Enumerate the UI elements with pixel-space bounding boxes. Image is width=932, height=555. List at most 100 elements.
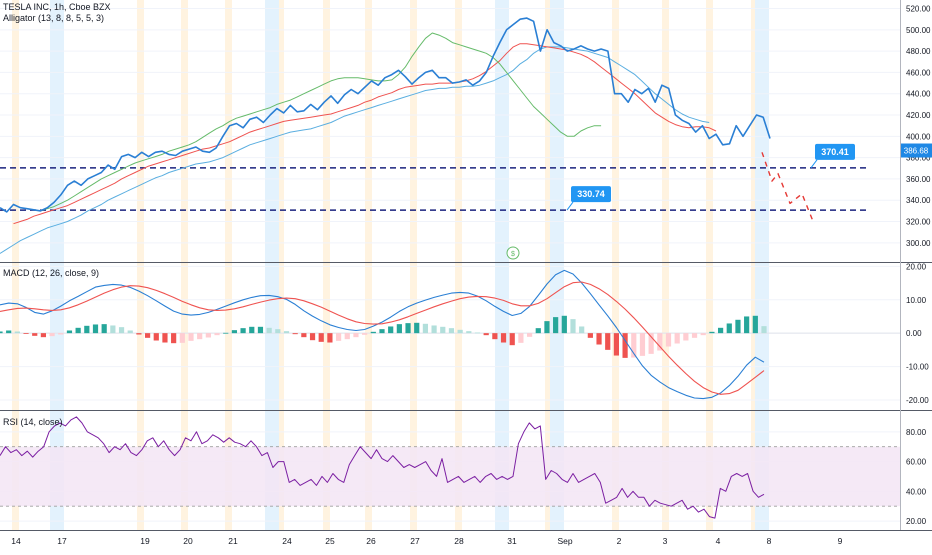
alligator-lips-line[interactable] <box>40 32 602 212</box>
session-band-orange <box>225 0 232 530</box>
last-price-tag: 386.68 <box>901 143 932 158</box>
session-band-orange <box>751 0 758 530</box>
macd-histogram-bar <box>92 324 99 334</box>
macd-y-tick-label: 10.00 <box>906 296 927 305</box>
macd-histogram-bar <box>405 323 411 334</box>
macd-histogram-bar <box>49 333 55 337</box>
macd-histogram-bar <box>283 331 290 334</box>
x-tick-label: 19 <box>140 536 150 546</box>
macd-signal-line[interactable] <box>0 281 765 395</box>
macd-histogram-bar <box>457 329 463 334</box>
price-y-tick-label: 520.00 <box>906 5 931 14</box>
macd-histogram-bar <box>466 331 472 334</box>
macd-histogram-bar <box>526 333 533 337</box>
macd-histogram-bar <box>657 333 663 351</box>
macd-histogram-bar <box>14 331 20 334</box>
macd-histogram-bar <box>118 327 125 334</box>
rsi-y-tick-label: 40.00 <box>906 487 927 496</box>
macd-histogram-bar <box>440 326 446 334</box>
macd-histogram-bar <box>665 333 672 347</box>
macd-histogram-bar <box>422 323 429 334</box>
macd-histogram-bar <box>362 333 368 335</box>
svg-text:$: $ <box>511 251 515 258</box>
macd-histogram-bar <box>231 330 238 334</box>
price-y-tick-label: 300.00 <box>906 239 931 248</box>
macd-histogram-bar <box>75 327 81 334</box>
last-price-text: 386.68 <box>904 147 929 156</box>
price-y-tick-label: 340.00 <box>906 196 931 205</box>
projection-dashed-line[interactable] <box>761 152 815 224</box>
alligator-teeth-line[interactable] <box>13 43 717 225</box>
session-band-orange <box>545 0 552 530</box>
macd-histogram-bar <box>709 331 715 334</box>
macd-histogram-bar <box>292 333 298 335</box>
level-value-tag[interactable]: 330.74 <box>566 186 611 211</box>
price-line[interactable] <box>0 17 771 213</box>
macd-histogram-bar <box>23 333 29 334</box>
rsi-panel[interactable] <box>0 416 900 519</box>
session-band-orange <box>365 0 372 530</box>
macd-histogram-bar <box>631 333 637 358</box>
session-band-orange <box>706 0 713 530</box>
rsi-y-tick-label: 20.00 <box>906 517 927 526</box>
macd-histogram-bar <box>717 327 724 334</box>
x-tick-label: 3 <box>663 536 668 546</box>
x-tick-label: 8 <box>767 536 772 546</box>
macd-histogram-bar <box>171 333 177 344</box>
x-tick-label: 20 <box>183 536 193 546</box>
macd-histogram-bar <box>257 326 264 334</box>
macd-legend: MACD (12, 26, close, 9) <box>3 268 100 278</box>
macd-histogram-bar <box>414 322 420 334</box>
session-band-blue <box>50 0 64 530</box>
macd-histogram-bar <box>318 333 324 342</box>
macd-histogram-bar <box>327 333 333 343</box>
macd-histogram-bar <box>752 315 758 334</box>
macd-histogram-bar <box>275 329 281 334</box>
price-y-tick-label: 440.00 <box>906 90 931 99</box>
x-tick-label: Sep <box>557 536 572 546</box>
price-y-tick-label: 380.00 <box>906 154 931 163</box>
price-y-tick-label: 500.00 <box>906 26 931 35</box>
macd-histogram-bar <box>301 333 307 338</box>
macd-histogram-bar <box>674 333 680 344</box>
macd-histogram-bar <box>101 324 107 334</box>
session-band-orange <box>662 0 669 530</box>
symbol-title: TESLA INC, 1h, Cboe BZX <box>3 2 111 12</box>
session-band-orange <box>277 0 284 530</box>
macd-y-tick-label: 0.00 <box>906 329 922 338</box>
session-band-orange <box>137 0 144 530</box>
price-y-tick-label: 460.00 <box>906 68 931 77</box>
macd-histogram-bar <box>613 333 620 356</box>
x-tick-label: 4 <box>716 536 721 546</box>
macd-histogram-bar <box>579 326 585 334</box>
dividend-marker-icon[interactable]: $ <box>506 246 520 260</box>
macd-histogram-bar <box>639 333 646 356</box>
macd-histogram-bar <box>32 333 38 336</box>
macd-histogram-bar <box>214 333 220 336</box>
macd-histogram-bar <box>370 331 376 334</box>
session-band-blue <box>755 0 769 530</box>
macd-histogram-bar <box>553 317 559 334</box>
macd-histogram-bar <box>683 333 689 341</box>
macd-histogram-bar <box>535 328 541 334</box>
rsi-line[interactable] <box>0 416 765 519</box>
macd-histogram-bar <box>483 333 489 336</box>
alligator-jaw-line[interactable] <box>0 46 710 254</box>
x-tick-label: 31 <box>507 536 517 546</box>
macd-histogram-bar <box>344 333 350 340</box>
session-band-orange <box>181 0 188 530</box>
level-value-tag[interactable]: 370.41 <box>810 143 855 169</box>
x-tick-label: 14 <box>11 536 21 546</box>
macd-histogram-bar <box>648 333 654 354</box>
session-band-orange <box>12 0 19 530</box>
price-panel[interactable]: 370.41 330.74 $ <box>0 17 868 260</box>
macd-histogram-bar <box>266 327 272 334</box>
macd-y-tick-label: -20.00 <box>906 396 929 405</box>
price-y-tick-label: 320.00 <box>906 218 931 227</box>
rsi-y-tick-label: 80.00 <box>906 428 927 437</box>
macd-panel[interactable] <box>0 269 900 400</box>
macd-histogram-bar <box>570 319 576 334</box>
macd-histogram-bar <box>596 333 602 345</box>
